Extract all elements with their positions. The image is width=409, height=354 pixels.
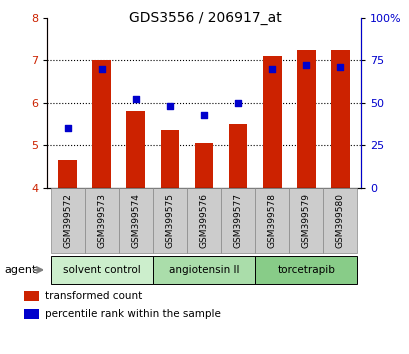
Text: solvent control: solvent control (63, 265, 140, 275)
Point (166, 103, 173, 109)
Bar (58, 160, 77, 188)
Bar (194, 143, 213, 188)
Bar (153, 188, 187, 253)
Bar (153, 256, 254, 284)
Bar (126, 111, 145, 188)
Bar (84, 188, 119, 253)
Bar (254, 256, 357, 284)
Text: percentile rank within the sample: percentile rank within the sample (45, 309, 220, 319)
Text: transformed count: transformed count (45, 291, 142, 301)
Point (200, 112, 207, 118)
Text: GSM399576: GSM399576 (199, 193, 208, 248)
Point (336, 64, 343, 70)
Bar (330, 50, 349, 188)
Bar (50, 188, 84, 253)
Text: agent: agent (4, 265, 36, 275)
Text: GSM399575: GSM399575 (165, 193, 174, 248)
Bar (220, 188, 254, 253)
Text: GSM399577: GSM399577 (233, 193, 242, 248)
Bar (92, 60, 111, 188)
Bar (24, 309, 39, 319)
Bar (296, 50, 315, 188)
Bar (160, 130, 179, 188)
Text: GSM399578: GSM399578 (267, 193, 276, 248)
Text: GSM399573: GSM399573 (97, 193, 106, 248)
Bar (288, 188, 323, 253)
Point (302, 62, 309, 68)
Point (268, 66, 275, 72)
Bar (228, 124, 247, 188)
Bar (24, 291, 39, 301)
Text: GDS3556 / 206917_at: GDS3556 / 206917_at (128, 11, 281, 25)
Bar (119, 188, 153, 253)
Text: angiotensin II: angiotensin II (169, 265, 238, 275)
Text: GSM399580: GSM399580 (335, 193, 344, 248)
Text: GSM399579: GSM399579 (301, 193, 310, 248)
Bar (323, 188, 357, 253)
Bar (254, 188, 288, 253)
Bar (262, 56, 281, 188)
Text: torcetrapib: torcetrapib (276, 265, 335, 275)
Point (234, 100, 241, 105)
Point (64, 125, 71, 131)
Text: GSM399572: GSM399572 (63, 193, 72, 248)
Bar (187, 188, 220, 253)
Point (98, 66, 105, 72)
Bar (50, 256, 153, 284)
Point (132, 96, 139, 102)
Text: GSM399574: GSM399574 (131, 193, 140, 248)
